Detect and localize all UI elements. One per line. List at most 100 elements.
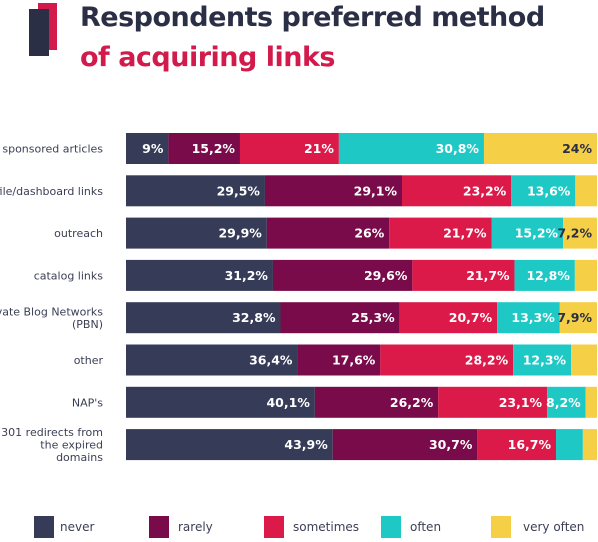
legend-label: often <box>410 520 441 534</box>
legend-item-rarely: rarely <box>149 516 213 538</box>
bar-segment-sometimes <box>412 259 515 291</box>
bar-segment-often <box>547 386 586 418</box>
bar-row: catalog links 31,2% 29,6% 21,7% 12,8% <box>34 259 597 291</box>
value-label: 26,2% <box>390 395 434 410</box>
chart-title-line-2: of acquiring links <box>80 42 336 73</box>
category-label: rivate Blog Networks <box>0 305 103 318</box>
bar-segment-rarely <box>272 259 413 291</box>
bar-segment-rarely <box>314 386 439 418</box>
bar-segment-sometimes <box>399 302 498 334</box>
value-label: 15,2% <box>192 141 236 156</box>
category-label: NAP's <box>72 396 103 409</box>
value-label: 40,1% <box>266 395 310 410</box>
value-label: 12,8% <box>526 268 570 283</box>
legend-item-sometimes: sometimes <box>264 516 359 538</box>
bar-segment-never <box>126 429 333 461</box>
value-label: 36,4% <box>249 353 293 368</box>
legend-swatch <box>381 516 401 538</box>
value-label: 31,2% <box>225 268 269 283</box>
bar-segment-very-often <box>574 259 597 291</box>
legend-item-very-often: very often <box>491 516 584 538</box>
value-label: 30,8% <box>436 141 480 156</box>
logo-icon <box>29 3 57 56</box>
value-label: 17,6% <box>332 353 376 368</box>
bar-segment-rarely <box>297 344 381 376</box>
category-label: catalog links <box>34 269 104 282</box>
value-label: 21% <box>304 141 334 156</box>
category-label: sponsored articles <box>2 143 103 156</box>
legend-swatch <box>491 516 511 538</box>
value-label: 21,7% <box>443 226 487 241</box>
bar-segment-never <box>126 175 265 207</box>
legend-item-never: never <box>34 516 94 538</box>
chart-title-line-1: Respondents preferred method <box>80 2 545 33</box>
bar-segment-often <box>511 175 576 207</box>
bar-segment-rarely <box>266 217 390 249</box>
bar-segment-often <box>556 429 583 461</box>
bar-segment-never <box>126 259 273 291</box>
category-label: the expired <box>40 439 103 452</box>
value-label: 7,9% <box>557 310 592 325</box>
bar-segment-sometimes <box>239 133 339 164</box>
bar-segment-very-often <box>575 175 597 207</box>
bar-segment-sometimes <box>438 386 548 418</box>
bar-segment-rarely <box>280 302 400 334</box>
bar-segment-sometimes <box>402 175 512 207</box>
bar-segment-very-often <box>483 133 597 164</box>
bar-segment-rarely <box>332 429 478 461</box>
value-label: 23,1% <box>499 395 543 410</box>
legend-label: never <box>60 520 94 534</box>
category-label: file/dashboard links <box>0 185 103 198</box>
legend-item-often: often <box>381 516 441 538</box>
bar-segment-very-often <box>571 344 597 376</box>
bar-segment-often <box>513 344 572 376</box>
category-label: outreach <box>54 227 103 240</box>
value-label: 13,6% <box>527 183 571 198</box>
value-label: 9% <box>142 141 164 156</box>
bar-segment-rarely <box>168 133 240 164</box>
bar-segment-sometimes <box>389 217 492 249</box>
value-label: 30,7% <box>429 437 473 452</box>
value-label: 12,3% <box>523 353 567 368</box>
value-label: 21,7% <box>466 268 510 283</box>
bar-row: outreach 29,9% 26% 21,7% 15,2% 7,2% <box>54 217 597 249</box>
bar-segment-never <box>126 217 267 249</box>
bar-segment-never <box>126 302 281 334</box>
category-label: domains <box>56 451 103 464</box>
bar-row: rivate Blog Networks(PBN) 32,8% 25,3% 20,7%… <box>0 302 597 334</box>
bar-segment-often <box>514 259 575 291</box>
value-label: 13,3% <box>511 310 555 325</box>
value-label: 28,2% <box>465 353 509 368</box>
bar-row: NAP's 40,1% 26,2% 23,1% 8,2% <box>72 386 597 418</box>
bar-segment-very-often <box>563 217 597 249</box>
bar-segment-sometimes <box>477 429 557 461</box>
value-label: 29,5% <box>217 183 261 198</box>
bar-segment-often <box>497 302 560 334</box>
value-label: 43,9% <box>284 437 328 452</box>
value-label: 23,2% <box>463 183 507 198</box>
category-label: other <box>74 354 104 367</box>
value-label: 25,3% <box>351 310 395 325</box>
bar-segment-very-often <box>559 302 597 334</box>
bar-segment-rarely <box>264 175 403 207</box>
value-label: 29,6% <box>364 268 408 283</box>
value-label: 29,9% <box>218 226 262 241</box>
legend-swatch <box>34 516 54 538</box>
bar-segment-very-often <box>582 429 597 461</box>
bar-segment-often <box>338 133 484 164</box>
bar-segment-never <box>126 133 169 164</box>
value-label: 26% <box>354 226 384 241</box>
bar-segment-never <box>126 386 315 418</box>
bar-segment-often <box>491 217 564 249</box>
legend-label: rarely <box>178 520 213 534</box>
value-label: 20,7% <box>449 310 493 325</box>
legend: never rarely sometimes often very often <box>34 516 584 538</box>
value-label: 7,2% <box>557 226 592 241</box>
bar-segment-very-often <box>585 386 597 418</box>
bar-row: sponsored articles 9% 15,2% 21% 30,8% 24% <box>2 133 597 164</box>
bar-segment-never <box>126 344 298 376</box>
legend-swatch <box>264 516 284 538</box>
category-label: 301 redirects from <box>1 426 103 439</box>
